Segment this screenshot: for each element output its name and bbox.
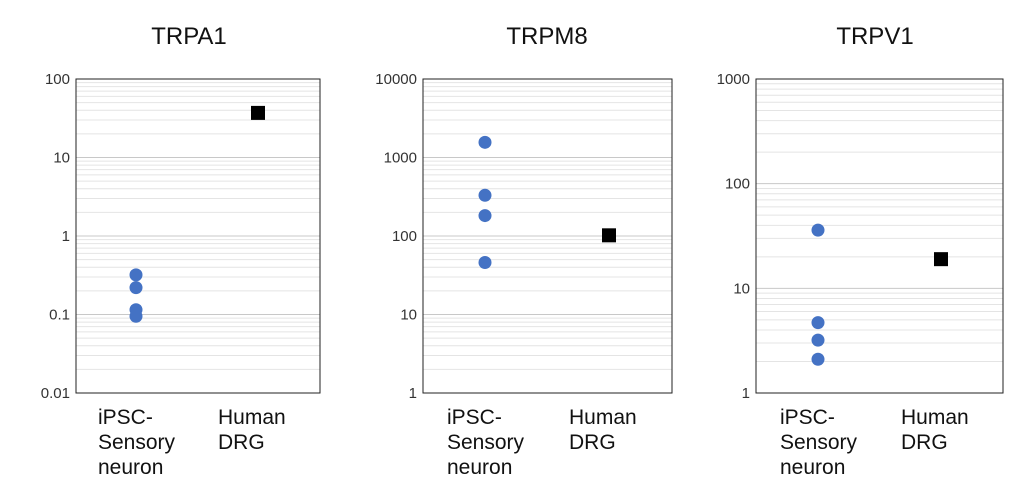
data-point-ipsc xyxy=(811,352,825,366)
x-category-line: Human xyxy=(901,406,969,429)
data-point-ipsc xyxy=(129,281,143,295)
data-point-ipsc xyxy=(129,268,143,282)
x-category-line: Human xyxy=(218,406,286,429)
chart-title: TRPM8 xyxy=(506,23,587,50)
data-point-ipsc xyxy=(129,309,143,323)
chart-title: TRPV1 xyxy=(836,23,913,50)
x-category-line: neuron xyxy=(98,456,163,479)
x-category-label: iPSC-Sensory neuron xyxy=(780,406,858,479)
y-tick-label: 1 xyxy=(62,228,70,245)
x-category-line: iPSC- xyxy=(98,406,153,429)
chart-trpv1: TRPV1 1 10 100 1000 iPSC-Sensory neuron Human DR… xyxy=(717,23,1004,479)
y-tick-label: 1000 xyxy=(717,71,750,88)
x-category-line: iPSC- xyxy=(447,406,502,429)
data-point-ipsc xyxy=(811,333,825,347)
y-tick-label: 1000 xyxy=(384,150,417,167)
y-tick-label: 0.1 xyxy=(49,307,70,324)
data-point-ipsc xyxy=(478,135,492,149)
y-tick-label: 100 xyxy=(725,176,750,193)
chart-trpm8: TRPM8 1 10 100 1000 10000 iPSC-Sensory neuron Hu… xyxy=(375,23,673,479)
x-category-label: Human DRG xyxy=(218,406,286,454)
x-category-line: iPSC- xyxy=(780,406,835,429)
data-point-human-drg xyxy=(934,252,948,267)
plot-frame xyxy=(75,78,321,394)
y-tick-label: 1 xyxy=(409,385,417,402)
y-tick-label: 1 xyxy=(742,385,750,402)
y-tick-label: 0.01 xyxy=(41,385,70,402)
chart-trpa1: TRPA1 0.01 0.1 1 10 100 iPSC-Sensory neuron Huma… xyxy=(41,23,321,479)
plot-frame xyxy=(422,78,673,394)
x-category-line: neuron xyxy=(780,456,845,479)
plot-frame xyxy=(755,78,1004,394)
y-tick-label: 100 xyxy=(45,71,70,88)
data-point-ipsc xyxy=(478,188,492,202)
data-point-ipsc xyxy=(811,316,825,330)
x-category-label: Human DRG xyxy=(901,406,969,454)
x-category-line: Sensory xyxy=(447,431,525,454)
y-tick-label: 100 xyxy=(392,228,417,245)
x-category-line: Sensory xyxy=(98,431,176,454)
x-category-line: DRG xyxy=(901,431,948,454)
y-tick-label: 10000 xyxy=(375,71,417,88)
x-category-line: neuron xyxy=(447,456,512,479)
data-point-ipsc xyxy=(811,223,825,237)
y-tick-label: 10 xyxy=(400,307,417,324)
x-category-label: iPSC-Sensory neuron xyxy=(98,406,176,479)
x-category-line: Human xyxy=(569,406,637,429)
x-category-line: DRG xyxy=(569,431,616,454)
x-category-label: iPSC-Sensory neuron xyxy=(447,406,525,479)
y-tick-label: 10 xyxy=(53,150,70,167)
data-point-ipsc xyxy=(478,255,492,269)
x-category-line: Sensory xyxy=(780,431,858,454)
data-point-human-drg xyxy=(602,228,616,243)
data-point-human-drg xyxy=(251,105,265,120)
chart-title: TRPA1 xyxy=(151,23,227,50)
x-category-line: DRG xyxy=(218,431,265,454)
x-category-label: Human DRG xyxy=(569,406,637,454)
data-point-ipsc xyxy=(478,209,492,223)
y-tick-label: 10 xyxy=(733,280,750,297)
